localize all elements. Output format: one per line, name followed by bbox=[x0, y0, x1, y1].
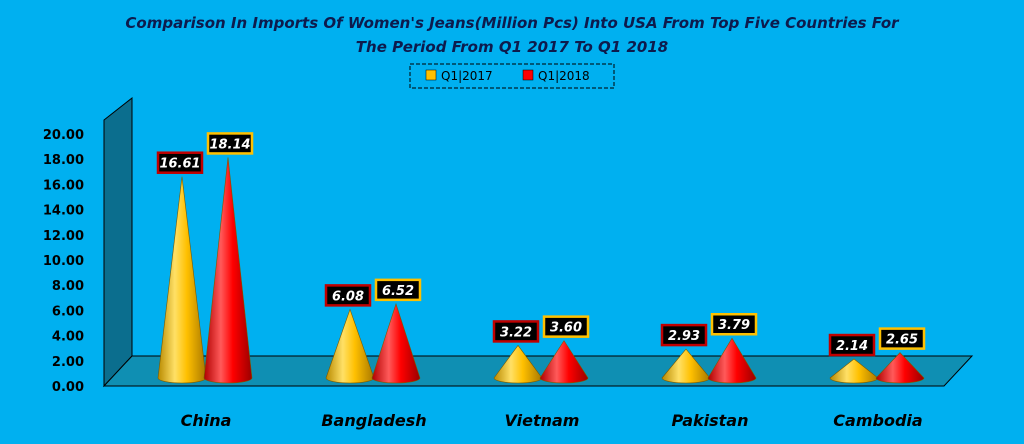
legend-swatch-q1-2018 bbox=[522, 69, 534, 81]
data-label: 16.61 bbox=[159, 157, 200, 172]
category-label-china: China bbox=[181, 411, 232, 430]
chart-back-wall bbox=[103, 96, 133, 388]
cones bbox=[157, 157, 925, 384]
cone-pakistan-series-2 bbox=[707, 337, 757, 384]
data-label: 6.52 bbox=[382, 284, 414, 299]
data-label: 2.93 bbox=[668, 329, 700, 344]
cone-bangladesh-series-1 bbox=[325, 308, 375, 384]
data-label-box bbox=[878, 327, 926, 350]
cone-bangladesh-series-2 bbox=[371, 302, 421, 384]
legend-label-q1-2018: Q1|2018 bbox=[538, 69, 590, 83]
y-tick-label: 10.00 bbox=[43, 254, 84, 269]
data-label: 6.08 bbox=[332, 289, 364, 304]
category-label-cambodia: Cambodia bbox=[833, 411, 922, 430]
y-tick-label: 16.00 bbox=[43, 178, 84, 193]
data-label: 3.60 bbox=[550, 321, 582, 336]
data-label: 18.14 bbox=[209, 137, 250, 152]
data-label-box bbox=[324, 284, 372, 307]
category-label-vietnam: Vietnam bbox=[505, 411, 580, 430]
y-tick-label: 0.00 bbox=[52, 380, 84, 395]
category-labels: China Bangladesh Vietnam Pakistan Cambodia bbox=[181, 411, 923, 430]
legend: Q1|2017 Q1|2018 bbox=[409, 63, 615, 89]
y-tick-label: 14.00 bbox=[43, 204, 84, 219]
data-label: 3.22 bbox=[500, 325, 532, 340]
data-label-box bbox=[542, 315, 590, 338]
data-label-box bbox=[156, 151, 204, 174]
cone-cambodia-series-2 bbox=[875, 352, 925, 384]
data-label-box bbox=[374, 278, 422, 302]
y-tick-label: 18.00 bbox=[43, 153, 84, 168]
chart-title-line2: The Period From Q1 2017 To Q1 2018 bbox=[356, 38, 668, 56]
category-label-pakistan: Pakistan bbox=[672, 411, 749, 430]
y-tick-label: 12.00 bbox=[43, 229, 84, 244]
cone-china-series-1 bbox=[157, 176, 207, 384]
data-label-box bbox=[206, 132, 254, 155]
y-tick-label: 6.00 bbox=[52, 304, 84, 319]
data-labels: 16.61 18.14 6.08 6.52 3.22 3.60 2.93 3.79 2.14 2.… bbox=[156, 132, 926, 357]
legend-box bbox=[409, 63, 615, 89]
y-tick-label: 4.00 bbox=[52, 330, 84, 345]
data-label-box bbox=[660, 323, 708, 347]
y-tick-label: 20.00 bbox=[43, 128, 84, 143]
legend-label-q1-2017: Q1|2017 bbox=[441, 69, 493, 83]
y-axis: 0.00 2.00 4.00 6.00 8.00 10.00 12.00 14.00 16.00… bbox=[43, 128, 84, 395]
category-label-bangladesh: Bangladesh bbox=[321, 411, 426, 430]
cone-china-series-2 bbox=[203, 157, 253, 384]
y-tick-label: 8.00 bbox=[52, 279, 84, 294]
cone-vietnam-series-2 bbox=[539, 340, 589, 384]
y-tick-label: 2.00 bbox=[52, 355, 84, 370]
data-label: 2.65 bbox=[886, 333, 918, 348]
data-label-box bbox=[828, 333, 876, 357]
data-label: 3.79 bbox=[718, 318, 750, 333]
data-label-box bbox=[710, 312, 758, 336]
chart-title-line1: Comparison In Imports Of Women's Jeans(M… bbox=[125, 14, 900, 32]
data-label: 2.14 bbox=[836, 339, 868, 354]
data-label-box bbox=[492, 320, 540, 343]
legend-swatch-q1-2017 bbox=[425, 69, 437, 81]
